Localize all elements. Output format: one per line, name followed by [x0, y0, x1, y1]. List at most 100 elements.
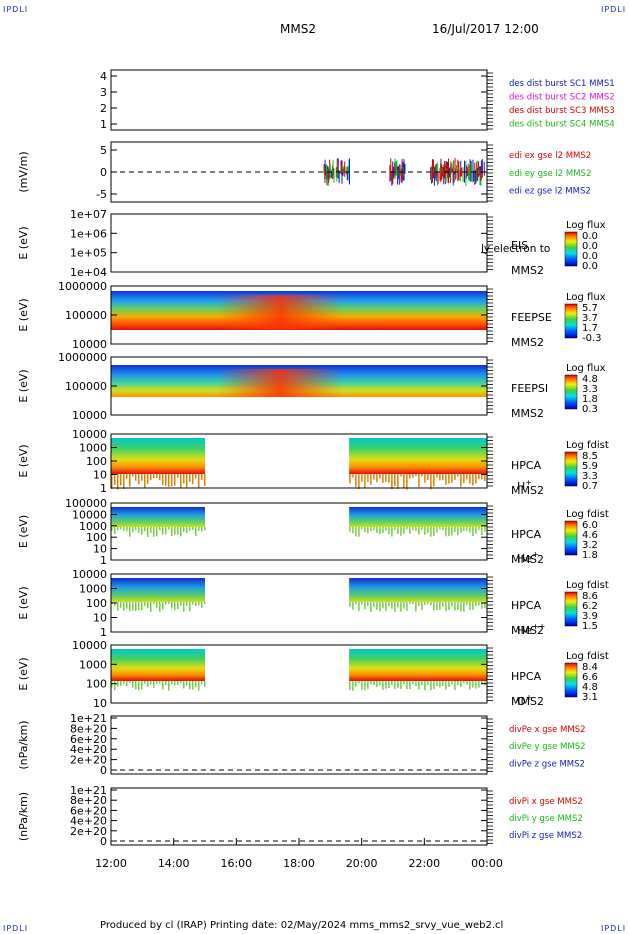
colorbar-title: Log fdist [566, 509, 609, 520]
spectrogram-fringe [111, 474, 113, 490]
spectrogram-fringe [361, 527, 363, 530]
spectrogram-fringe [412, 474, 414, 478]
spectrogram-fringe [189, 474, 191, 482]
spectrogram-fringe [430, 527, 432, 537]
y-tick-label: 1e+05 [70, 247, 107, 260]
species-charge: + [532, 550, 539, 559]
legend-entry: divPe z gse MMS2 [509, 759, 585, 769]
spectrogram-fringe [481, 602, 483, 609]
spectrogram-fringe [484, 474, 486, 482]
spectrogram-fringe [463, 474, 465, 483]
spectrogram-fringe [379, 474, 381, 479]
y-tick-label: 1 [100, 554, 107, 567]
spectrogram-fringe [391, 527, 393, 537]
y-tick-label: 6e+20 [70, 804, 107, 817]
spectrogram-block [349, 649, 487, 681]
colorbar-tick-label: 0.7 [582, 481, 598, 492]
spectrogram-fringe [475, 602, 477, 606]
y-tick-label: 10000 [72, 508, 107, 521]
spectrogram-fringe [159, 681, 161, 684]
spectrogram-fringe [168, 474, 170, 487]
colorbar-tick-label: 6.2 [582, 601, 598, 612]
spectrogram-fringe [189, 681, 191, 690]
spectrogram-fringe [430, 602, 432, 606]
spectrogram-fringe [478, 474, 480, 480]
spectrogram-fringe [186, 527, 188, 534]
spectrogram-fringe [454, 602, 456, 611]
spectrogram-fringe [394, 602, 396, 612]
spectrogram-fringe [409, 602, 411, 605]
spectrogram-fringe [406, 602, 408, 611]
spectrogram-fringe [376, 474, 378, 483]
instrument-label: FEEPSE [511, 311, 552, 324]
spectrogram-fringe [132, 602, 134, 611]
spectrogram-fringe [168, 681, 170, 691]
spectrogram-fringe [478, 602, 480, 606]
spectrogram-fringe [189, 527, 191, 531]
spectrogram-fringe [147, 602, 149, 609]
y-tick-label: 1e+21 [70, 712, 107, 725]
y-tick-label: 10000 [72, 338, 107, 351]
spectrogram-fringe [460, 602, 462, 612]
x-tick-label: 00:00 [471, 857, 503, 870]
spectrogram-fringe [484, 527, 486, 532]
spectrogram-fringe [192, 474, 194, 484]
spectrogram-fringe [159, 602, 161, 612]
spectrogram-fringe [195, 474, 197, 479]
spectrogram-fringe [349, 681, 351, 691]
colorbar [564, 591, 578, 627]
spectrogram-fringe [475, 527, 477, 534]
spectrogram-fringe [358, 527, 360, 537]
spectrogram-fringe [388, 474, 390, 483]
colorbar-tick-label: 6.6 [582, 672, 598, 683]
x-tick-label: 12:00 [95, 857, 127, 870]
spectrogram-fringe [126, 474, 128, 479]
spectrogram-fringe [466, 681, 468, 685]
y-tick-label: 4 [100, 70, 107, 83]
spectrogram-fringe [385, 681, 387, 689]
spectrogram-fringe [373, 681, 375, 685]
spectrogram-fringe [141, 474, 143, 481]
spectrogram-fringe [204, 474, 206, 486]
spectrogram-fringe [171, 681, 173, 685]
spectrogram-fringe [445, 681, 447, 690]
spectrogram-fringe [379, 527, 381, 535]
colorbar-tick-label: 3.3 [582, 471, 598, 482]
spectrogram-fringe [370, 681, 372, 685]
spectrogram-fringe [361, 681, 363, 690]
spectrogram-fringe [394, 681, 396, 690]
spectrogram-fringe [165, 602, 167, 605]
y-tick-label: 4e+20 [70, 815, 107, 828]
y-tick-label: 0 [100, 835, 107, 848]
spectrogram-fringe [481, 527, 483, 536]
spectrogram-fringe [111, 527, 113, 532]
spectrogram-fringe [394, 474, 396, 487]
spacecraft-label: MMS2 [511, 484, 544, 497]
y-tick-label: 100000 [65, 309, 107, 322]
spectrogram-fringe [123, 681, 125, 684]
spectrogram-fringe [156, 474, 158, 478]
spectrogram-fringe [457, 602, 459, 610]
spectrogram-fringe [430, 681, 432, 691]
spectrogram-fringe [445, 474, 447, 485]
spectrogram-fringe [376, 527, 378, 533]
species-charge: + [526, 693, 533, 702]
y-tick-label: 8e+20 [70, 794, 107, 807]
spectrogram-fringe [403, 602, 405, 609]
spectrogram-fringe [358, 602, 360, 612]
spectrogram-fringe [201, 681, 203, 684]
spectrogram-fringe [165, 474, 167, 486]
y-axis-label: E (eV) [17, 657, 30, 690]
spectrogram-fringe [147, 681, 149, 687]
y-axis-label: E (eV) [17, 515, 30, 548]
spectrogram-fringe [126, 527, 128, 532]
spectrogram-fringe [349, 527, 351, 532]
panel-frame [110, 213, 488, 273]
corner-tag-bottom-right: IPDLI [601, 924, 627, 933]
panel-feeps-i: 10000 100000 1000000 E (eV) FEEPSI MMS2 Log fl… [17, 351, 606, 422]
spectrogram-fringe [355, 474, 357, 487]
spectrogram-fringe [198, 474, 200, 488]
